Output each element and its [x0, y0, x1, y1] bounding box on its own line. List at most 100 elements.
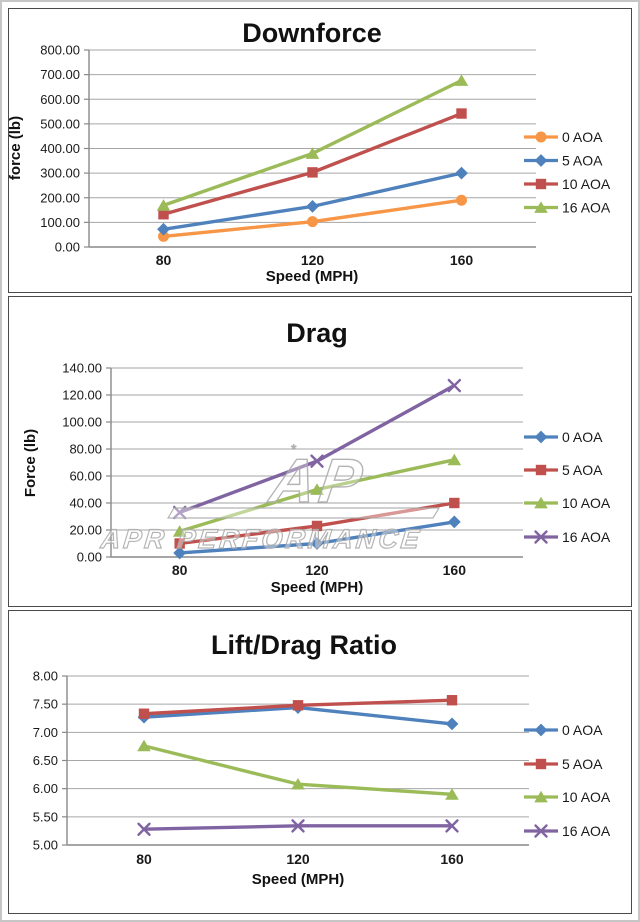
legend-label: 0 AOA	[562, 129, 603, 145]
x-marker	[447, 378, 462, 393]
triangle-marker	[310, 483, 324, 495]
y-tick-label: 200.00	[40, 190, 80, 205]
y-tick-label: 8.00	[33, 669, 58, 684]
chart-panel-drag: 0.00 20.00 40.00 60.00 80.00 100.00 120.00 140.…	[8, 296, 632, 607]
square-marker	[292, 700, 304, 711]
square-marker	[535, 758, 547, 770]
legend-item-0-aoa: 0 AOA	[524, 129, 603, 145]
x-category-label: 80	[136, 851, 152, 867]
triangle-marker	[534, 496, 548, 509]
square-marker	[456, 108, 467, 119]
y-tick-label: 5.50	[33, 809, 58, 824]
series-0-aoa	[158, 194, 467, 242]
diamond-marker	[173, 546, 187, 560]
chart-panel-downforce: 0.00 100.00 200.00 300.00 400.00 500.00 600.00…	[8, 8, 632, 293]
y-tick-label: 0.00	[55, 240, 80, 255]
triangle-marker	[172, 525, 187, 537]
legend-label: 5 AOA	[562, 153, 603, 169]
watermark-text: APR PERFORMANCE	[99, 523, 424, 554]
legend: 0 AOA 5 AOA 10 AOA 16 AOA	[524, 722, 611, 839]
x-marker	[310, 454, 324, 468]
diamond-marker	[306, 199, 319, 213]
series-5-aoa	[174, 497, 460, 549]
x-category-labels: 80 120 160	[156, 252, 474, 268]
triangle-marker	[305, 147, 320, 159]
y-tick-label: 300.00	[40, 166, 80, 181]
legend-item-10-aoa: 10 AOA	[524, 495, 611, 511]
y-tick-label: 5.00	[33, 838, 58, 853]
diamond-marker	[447, 515, 461, 529]
y-tick-label: 800.00	[40, 43, 80, 58]
square-marker	[535, 178, 547, 190]
x-marker	[291, 819, 305, 833]
series-16-aoa	[156, 74, 469, 211]
legend-label: 10 AOA	[562, 495, 611, 511]
circle-marker	[307, 216, 318, 228]
triangle-marker	[534, 201, 548, 213]
series-5-aoa	[138, 695, 458, 719]
x-marker	[534, 824, 548, 838]
legend-item-5-aoa: 5 AOA	[524, 756, 603, 772]
y-tick-label: 7.00	[33, 725, 58, 740]
x-category-label: 80	[156, 252, 172, 268]
x-marker	[137, 822, 151, 836]
chart-title: Lift/Drag Ratio	[211, 630, 397, 660]
legend-label: 5 AOA	[562, 462, 603, 478]
x-category-label: 160	[443, 562, 467, 578]
series-line	[163, 111, 463, 216]
y-tick-label: 7.50	[33, 697, 58, 712]
square-marker	[446, 695, 458, 706]
y-tick-label: 80.00	[69, 442, 102, 457]
legend-label: 16 AOA	[562, 529, 611, 545]
series-16-aoa	[137, 819, 459, 836]
x-category-label: 120	[301, 252, 325, 268]
legend-item-5-aoa: 5 AOA	[524, 462, 603, 478]
y-axis-title: force (lb)	[9, 116, 24, 180]
square-marker	[138, 708, 150, 719]
x-axis-title: Speed (MPH)	[266, 268, 359, 285]
series-0-aoa	[173, 515, 461, 560]
x-category-labels: 80 120 160	[172, 562, 466, 578]
y-tick-label: 600.00	[40, 92, 80, 107]
legend-item-0-aoa: 0 AOA	[524, 429, 603, 445]
triangle-marker	[445, 788, 459, 800]
watermark: AP* APR PERFORMANCE	[98, 441, 441, 555]
legend-item-0-aoa: 0 AOA	[524, 722, 603, 738]
series-10-aoa	[158, 108, 467, 220]
y-tick-label: 6.50	[33, 753, 58, 768]
y-tick-label: 6.00	[33, 781, 58, 796]
x-marker	[172, 505, 187, 520]
legend-item-10-aoa: 10 AOA	[524, 176, 611, 192]
diamond-marker	[445, 717, 459, 731]
y-tick-label: 400.00	[40, 141, 80, 156]
square-marker	[174, 538, 185, 549]
y-tick-label: 120.00	[62, 388, 102, 403]
legend-item-5-aoa: 5 AOA	[524, 153, 603, 169]
x-category-label: 80	[172, 562, 188, 578]
y-tick-labels: 5.00 5.50 6.00 6.50 7.00 7.50 8.00	[33, 669, 58, 853]
plot-area: 5.00 5.50 6.00 6.50 7.00 7.50 8.00 80 120 160 0 AO…	[33, 669, 611, 868]
legend-label: 0 AOA	[562, 722, 603, 738]
diamond-marker	[157, 222, 170, 236]
series-16-aoa	[172, 378, 462, 520]
chart-title: Drag	[286, 318, 348, 348]
diamond-marker	[534, 723, 548, 737]
watermark-star: *	[291, 441, 297, 457]
y-tick-label: 40.00	[69, 496, 102, 511]
plot-area: 0.00 20.00 40.00 60.00 80.00 100.00 120.00 140.…	[62, 361, 611, 579]
circle-marker	[535, 131, 547, 143]
square-marker	[311, 520, 323, 532]
y-tick-label: 100.00	[40, 215, 80, 230]
chart-panel-lift-drag-ratio: 5.00 5.50 6.00 6.50 7.00 7.50 8.00 80 120 160 0 AO…	[8, 610, 632, 914]
circle-marker	[456, 194, 467, 206]
circle-marker	[158, 230, 169, 242]
triangle-marker	[291, 777, 305, 790]
legend-label: 5 AOA	[562, 756, 603, 772]
x-category-label: 120	[286, 851, 310, 867]
y-tick-label: 60.00	[69, 469, 102, 484]
diamond-marker	[534, 430, 548, 444]
triangle-marker	[534, 790, 548, 803]
square-marker	[535, 464, 547, 476]
y-tick-label: 700.00	[40, 67, 80, 82]
